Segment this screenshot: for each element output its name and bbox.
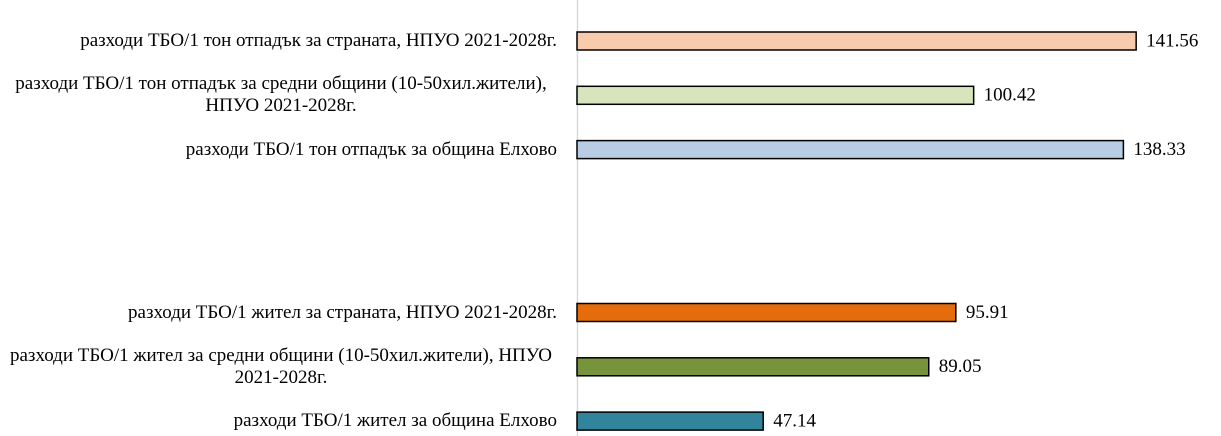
value-label: 95.91 xyxy=(966,302,1009,323)
category-label: разходи ТБО/1 тон отпадък за страната, Н… xyxy=(80,30,557,51)
bar xyxy=(576,31,1137,51)
category-label: разходи ТБО/1 жител за община Елхово xyxy=(233,410,557,432)
category-label: разходи ТБО/1 тон отпадък за средни общи… xyxy=(15,73,547,117)
value-label: 89.05 xyxy=(939,356,982,377)
bar xyxy=(576,411,764,431)
bar xyxy=(576,302,957,323)
category-label: разходи ТБО/1 жител за средни общини (10… xyxy=(10,344,552,388)
value-label: 141.56 xyxy=(1146,30,1198,51)
value-label: 138.33 xyxy=(1133,139,1185,160)
value-label: 100.42 xyxy=(984,85,1036,106)
bar xyxy=(576,139,1125,160)
bar xyxy=(576,357,930,377)
bar xyxy=(576,85,975,106)
category-label: разходи ТБО/1 жител за страната, НПУО 20… xyxy=(128,301,557,323)
category-label: разходи ТБО/1 тон отпадък за община Елхо… xyxy=(185,138,557,160)
value-label: 47.14 xyxy=(773,410,816,431)
